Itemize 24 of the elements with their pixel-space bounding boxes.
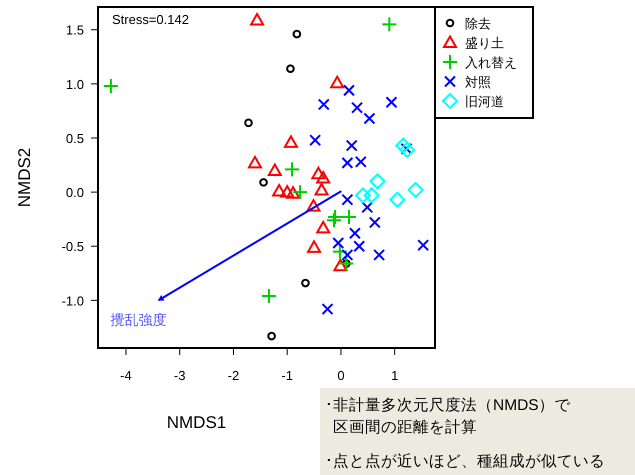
y-axis-title: NMDS2	[15, 148, 34, 208]
y-tick-label: -0.5	[62, 239, 84, 254]
legend-label: 対照	[465, 74, 491, 90]
y-tick-label: -1.0	[62, 293, 84, 308]
annotation: Stress=0.142	[112, 12, 189, 27]
x-axis-title: NMDS1	[166, 413, 226, 432]
x-tick-label: -4	[120, 368, 132, 383]
annotation: 攪乱強度	[110, 311, 167, 328]
legend-label: 盛り土	[465, 36, 504, 50]
text: ･非計量多次元尺度法（NMDS）で	[325, 396, 572, 414]
legend-label: 旧河道	[465, 94, 504, 109]
y-tick-label: 1.5	[66, 22, 84, 38]
x-tick-label: -3	[174, 368, 186, 383]
text: 区画間の距離を計算	[333, 418, 477, 436]
legend-label: 除去	[465, 16, 491, 31]
y-tick-label: 0.5	[66, 130, 84, 146]
x-tick-label: 1	[391, 368, 398, 383]
x-tick-label: -1	[281, 368, 293, 383]
y-tick-label: 1.0	[66, 76, 84, 92]
legend-label: 入れ替え	[465, 55, 517, 70]
text: ･点と点が近いほど、種組成が似ている	[325, 452, 605, 470]
x-tick-label: -2	[228, 368, 240, 383]
y-tick-label: 0.0	[66, 185, 84, 200]
x-tick-label: 0	[337, 368, 345, 383]
